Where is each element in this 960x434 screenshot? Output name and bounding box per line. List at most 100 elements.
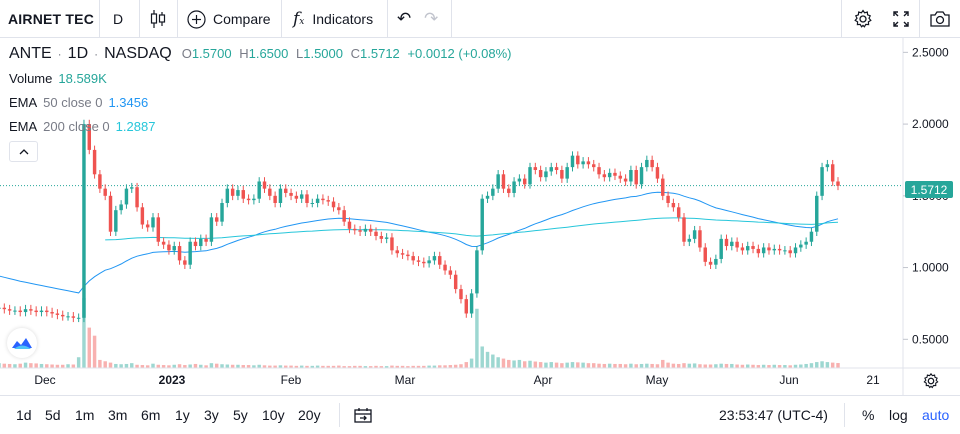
candle-body [294,195,299,199]
volume-bar [23,362,28,368]
volume-bar [825,362,830,368]
redo-icon[interactable]: ↷ [424,9,439,28]
candle-body [193,241,198,247]
range-1m[interactable]: 1m [75,407,95,423]
volume-bar [193,363,198,368]
candle-body [592,164,596,168]
volume-bar [554,362,559,368]
volume-bar [289,365,293,368]
volume-bar [384,366,389,368]
ema200-legend[interactable]: EMA 200 close 0 1.2887 [9,119,156,134]
candle-body [666,195,670,203]
candle-body [76,317,81,319]
volume-bar [108,362,113,368]
candle-body [289,192,293,196]
candle-body [29,309,33,311]
candle-body [199,238,203,247]
compare-button[interactable]: Compare [187,0,271,38]
interval-selector[interactable]: D [113,11,124,27]
auto-scale-toggle[interactable]: auto [922,407,950,423]
log-scale-toggle[interactable]: log [889,407,908,423]
volume-bar [676,363,681,368]
range-3y[interactable]: 3y [204,407,219,423]
candle-body [756,248,761,254]
range-6m[interactable]: 6m [141,407,161,423]
volume-bar [55,364,60,368]
undo-icon[interactable]: ↶ [397,9,412,28]
volume-bar [188,364,192,368]
range-5y[interactable]: 5y [233,407,248,423]
candle-body [252,198,256,201]
volume-bar [225,364,230,368]
ema50-legend[interactable]: EMA 50 close 0 1.3456 [9,95,149,110]
range-1d[interactable]: 1d [16,407,32,423]
volume-bar [475,308,479,368]
volume-bar [416,365,421,368]
candle-body [2,307,7,310]
price-tick-label: 2.0000 [912,117,949,131]
axis-settings-gear-icon[interactable] [922,372,940,395]
candle-body [661,178,665,196]
volume-bar [60,364,65,368]
volume-bar [586,363,591,368]
candle-body [597,167,601,175]
collapse-legend-button[interactable] [9,141,38,162]
candle-body [140,207,145,225]
settings-gear-icon[interactable] [853,0,873,38]
range-5d[interactable]: 5d [45,407,61,423]
candle-body [66,316,70,318]
volume-bar [459,364,463,368]
volume-bar [284,365,288,368]
volume-bar [241,365,245,368]
candle-body [416,260,421,262]
date-range-calendar-icon[interactable] [354,396,372,434]
camera-snapshot-icon[interactable] [929,0,951,38]
tradingview-logo-icon[interactable] [7,328,37,358]
candle-body [453,274,458,290]
range-10y[interactable]: 10y [262,407,285,423]
volume-bar [390,365,394,368]
indicators-button[interactable]: fx Indicators [293,0,373,38]
candle-body [676,207,681,218]
candle-body [692,230,697,239]
candle-body [475,250,479,294]
volume-bar [145,365,150,368]
volume-bar [347,366,352,368]
volume-bar [130,363,134,368]
range-20y[interactable]: 20y [298,407,321,423]
candle-body [496,174,500,189]
candle-body [682,217,686,242]
fullscreen-icon[interactable] [892,0,910,38]
volume-bar [480,346,484,368]
volume-bar [730,363,734,368]
candle-body [183,260,187,265]
volume-bar [629,363,633,368]
candle-body [767,247,771,251]
volume-bar [698,364,702,368]
percent-scale-toggle[interactable]: % [862,407,875,423]
candle-body [262,181,267,189]
clock-timezone[interactable]: 23:53:47 (UTC-4) [719,407,828,423]
volume-bar [836,363,840,368]
volume-bar [29,363,33,368]
candle-body [613,172,617,176]
candle-chart-type-icon[interactable] [150,0,166,38]
candle-body [273,195,277,203]
range-3m[interactable]: 3m [108,407,128,423]
volume-legend[interactable]: Volume 18.589K [9,71,107,86]
volume-bar [230,364,235,368]
candle-body [406,254,410,257]
volume-bar [422,365,426,368]
volume-bar [538,362,543,368]
volume-bar [262,365,267,368]
volume-bar [363,366,368,368]
indicators-label: Indicators [312,11,374,27]
symbol-search-input[interactable]: AIRNET TEC [8,11,94,27]
range-1y[interactable]: 1y [175,407,190,423]
candle-body [730,241,734,247]
volume-bar [453,364,458,368]
candle-body [783,250,787,252]
volume-bar [124,363,129,368]
compare-label: Compare [213,11,271,27]
